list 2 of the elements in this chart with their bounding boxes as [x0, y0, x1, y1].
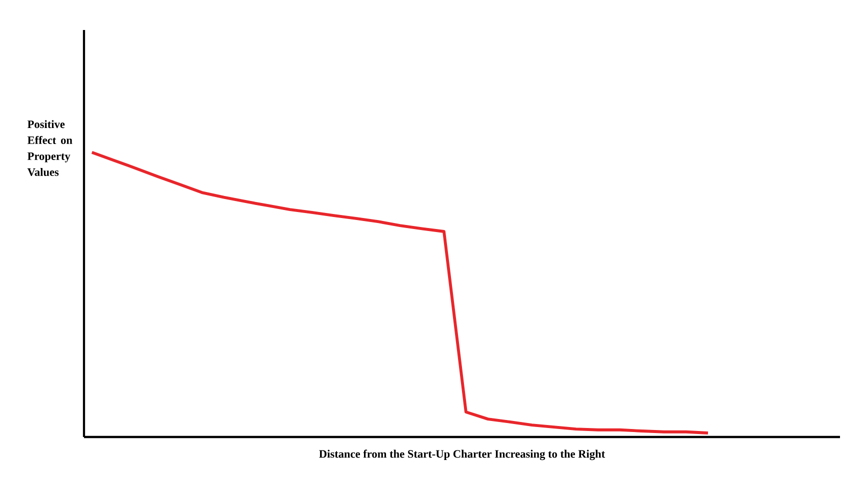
y-axis-title: Positive Effect on Property Values: [27, 120, 72, 176]
x-axis-title: Distance from the Start-Up Charter Increasing to the Right: [319, 450, 606, 460]
